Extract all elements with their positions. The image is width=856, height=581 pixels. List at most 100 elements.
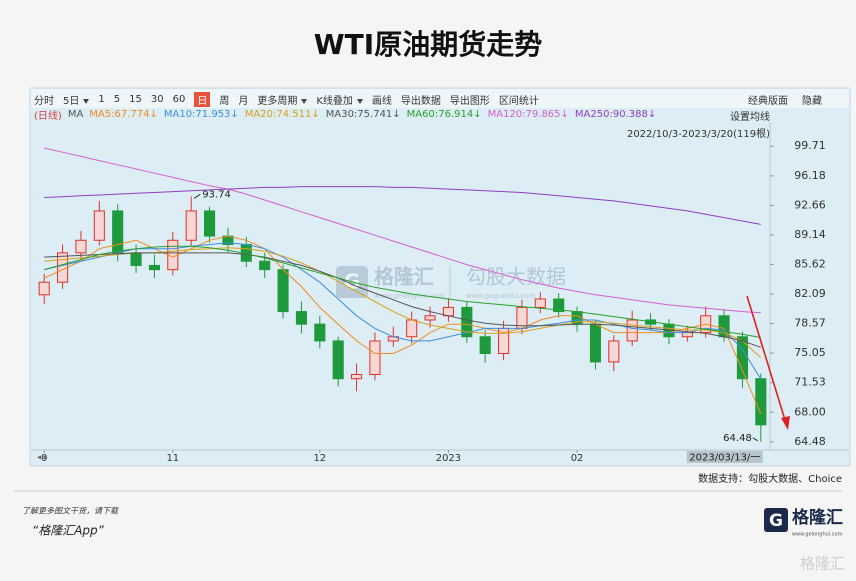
candle-body [589, 323, 601, 363]
candle-body [755, 378, 767, 426]
toolbar-item[interactable]: 日 [194, 92, 211, 107]
y-tick-label: 89.14 [794, 228, 826, 241]
toolbar-item[interactable]: 月 [238, 96, 249, 107]
page-title: WTI原油期货走势 [314, 28, 542, 61]
range-box: 设置均线 2022/10/3-2023/3/20(119根) [627, 108, 770, 140]
y-tick-label: 75.05 [794, 346, 826, 359]
logo-url: www.gelonghui.com [792, 532, 843, 538]
candle-body [424, 315, 436, 321]
candle-body [351, 374, 363, 380]
ma-line [44, 186, 761, 225]
toolbar-item[interactable]: 60 [172, 94, 186, 105]
ma-line [44, 147, 761, 314]
y-tick-label: 82.09 [794, 287, 826, 300]
legend-entry[interactable]: MA120:79.865↓ [487, 109, 569, 120]
candle-body [332, 340, 344, 380]
candle-body [148, 264, 160, 271]
y-tick-label: 68.00 [794, 405, 826, 418]
source: 数据支持：勾股大数据、Choice [698, 472, 842, 485]
x-tick-label: 12 [313, 453, 326, 464]
cursor-label: 2023/03/13/一 [689, 453, 760, 464]
min-label: 64.48 [723, 433, 752, 444]
x-tick-label: 2023 [436, 453, 461, 464]
min-pointer [752, 437, 759, 442]
ma-line [44, 247, 762, 358]
logo-mark [764, 508, 788, 532]
x-tick-label: 02 [571, 453, 584, 464]
arrow-shaft [746, 295, 786, 421]
candle-body [93, 210, 105, 241]
y-tick-label: 85.62 [794, 257, 826, 270]
toolbar-item[interactable]: 导出图形 [449, 96, 490, 107]
max-pointer [193, 193, 201, 199]
toolbar-item[interactable]: 导出数据 [400, 96, 441, 107]
legend-entry[interactable]: MA60:76.914↓ [406, 109, 482, 120]
toolbar-right: 经典版面 隐藏 [748, 92, 822, 107]
legend-entry[interactable]: MA20:74.511↓ [244, 109, 320, 120]
candle-body [406, 319, 418, 338]
corner-watermark: 格隆汇 [800, 555, 845, 573]
scroll-icon: ◂ ▸ [37, 453, 48, 462]
toolbar: 分时 5日 1 5 15 30 60 日周月更多周期 K线叠加 画线 导出数据 导出图形 区间统计 [34, 92, 539, 107]
period-label: (日线) [34, 111, 62, 122]
candle-body [185, 210, 197, 241]
x-tick-label: 11 [166, 453, 179, 464]
candle-body [608, 340, 620, 363]
trend-arrow [746, 295, 790, 430]
toolbar-item[interactable]: 5 [113, 94, 121, 105]
toolbar-item[interactable]: 1 [98, 94, 105, 105]
plot: 64.48 68.00 71.53 75.05 78.57 82.09 85.62 89.14… [38, 139, 826, 464]
toolbar-item[interactable]: 5日 [63, 92, 89, 107]
toolbar-item[interactable]: 周 [219, 96, 230, 107]
candle-body [38, 281, 50, 296]
toolbar-bg [31, 89, 849, 108]
candle-body [461, 306, 473, 338]
logo-glyph: G [769, 511, 783, 531]
candle-body [277, 269, 289, 313]
watermark: G 格隆汇 www.gelonghui.com 勾股大数据 www.goguda… [336, 265, 566, 300]
toolbar-item[interactable]: 15 [129, 94, 142, 105]
candle-body [314, 323, 326, 342]
candle-body [736, 336, 748, 380]
toolbar-item[interactable]: 隐藏 [802, 96, 822, 107]
watermark-url: www.gelonghui.com [374, 292, 445, 300]
settings-link[interactable]: 设置均线 [730, 112, 770, 123]
toolbar-item[interactable]: K线叠加 [316, 92, 363, 107]
ma-line [44, 252, 761, 348]
y-tick-label: 99.71 [794, 139, 826, 152]
legend-entry[interactable]: MA10:71.953↓ [163, 109, 239, 120]
arrow-head [781, 416, 790, 430]
legend-entry[interactable]: MA30:75.741↓ [325, 109, 401, 120]
toolbar-item[interactable]: 经典版面 [748, 96, 788, 107]
ma-label: MA [67, 109, 84, 120]
legend: (日线) MA MA5:67.774↓ MA10:71.953↓ MA20:74.511… [34, 108, 657, 122]
toolbar-item[interactable]: 30 [150, 94, 164, 105]
candle-body [112, 210, 124, 254]
candle-body [295, 311, 307, 325]
candle-body [369, 340, 381, 376]
cursor-box [686, 451, 763, 463]
range-label: 2022/10/3-2023/3/20(119根) [626, 129, 770, 140]
candle-body [75, 239, 87, 254]
candle-body [553, 298, 565, 313]
toolbar-item[interactable]: 画线 [371, 96, 392, 107]
watermark-brand: 格隆汇 [374, 265, 434, 289]
legend-entry[interactable]: MA5:67.774↓ [89, 109, 158, 120]
ma-line [44, 245, 761, 338]
y-tick-label: 71.53 [794, 376, 826, 389]
legend-entry[interactable]: MA250:90.388↓ [574, 109, 657, 120]
toolbar-item[interactable]: 更多周期 [257, 92, 307, 107]
toolbar-item[interactable]: 区间统计 [498, 96, 539, 107]
y-tick-label: 96.18 [794, 169, 826, 182]
watermark-data-url: www.gogudata.com [466, 292, 535, 300]
toolbar-item[interactable]: 分时 [34, 96, 54, 107]
ma-line [44, 242, 762, 380]
candle-body [130, 252, 142, 266]
candle-body [259, 260, 271, 271]
promo-app: “格隆汇App” [32, 524, 105, 538]
candle-body [479, 336, 491, 355]
logo-text: 格隆汇 [792, 507, 843, 528]
chart-panel [29, 87, 851, 467]
